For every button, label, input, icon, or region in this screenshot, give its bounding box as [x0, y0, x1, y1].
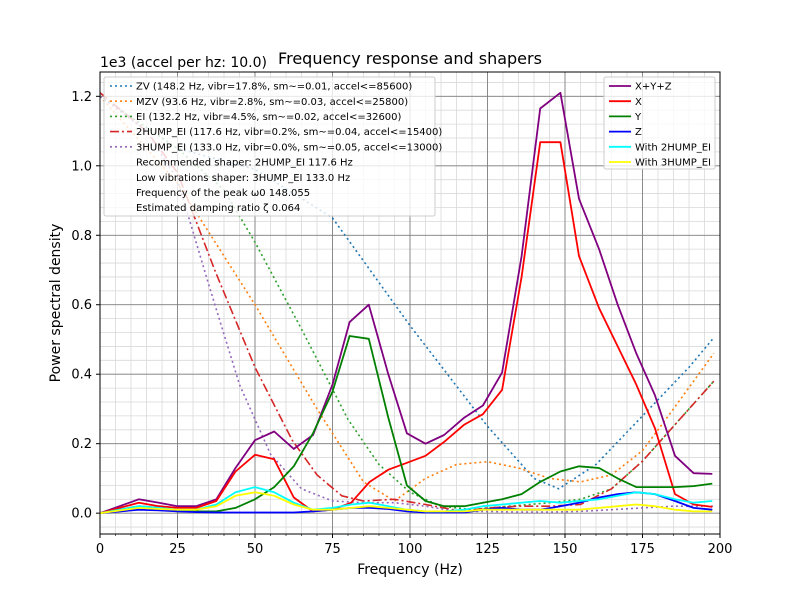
psd-curves — [99, 91, 713, 515]
series-line-3 — [99, 491, 713, 515]
x-tick-label: 100 — [398, 542, 423, 557]
x-tick-label: 0 — [96, 542, 104, 557]
series-line-1 — [99, 141, 713, 515]
x-tick-label: 200 — [708, 542, 733, 557]
shaper-legend-label: EI (132.2 Hz, vibr=4.5%, sm~=0.02, accel… — [136, 112, 402, 123]
series-line-5 — [99, 491, 713, 515]
shaper-legend-label: ZV (148.2 Hz, vibr=17.8%, sm~=0.01, acce… — [136, 82, 412, 93]
shaper-note: Low vibrations shaper: 3HUMP_EI 133.0 Hz — [136, 173, 350, 184]
shaper-legend-items: ZV (148.2 Hz, vibr=17.8%, sm~=0.01, acce… — [110, 82, 442, 214]
psd-legend: X+Y+Z XYZ With 2HUMP_EI With 3HUMP_EI — [603, 76, 716, 170]
y-tick-label: 0.2 — [71, 437, 92, 452]
x-tick-label: 50 — [247, 542, 264, 557]
psd-legend-label: With 2HUMP_EI — [635, 142, 711, 153]
x-tick-label: 75 — [324, 542, 341, 557]
y-tick-label: 1.0 — [71, 159, 92, 174]
psd-legend-label: Y — [634, 112, 642, 123]
x-tick-label: 125 — [475, 542, 500, 557]
series-line-3 — [99, 92, 715, 513]
shaper-note: Recommended shaper: 2HUMP_EI 117.6 Hz — [136, 158, 353, 169]
y-tick-label: 1.2 — [71, 90, 92, 105]
shaper-note: Frequency of the peak ω0 148.055 — [136, 188, 310, 199]
x-axis-label: Frequency (Hz) — [357, 562, 463, 578]
shaper-legend-label: 3HUMP_EI (133.0 Hz, vibr=0.0%, sm~=0.05,… — [136, 142, 442, 153]
series-line-0 — [99, 91, 713, 515]
y-tick-label: 0.8 — [71, 229, 92, 244]
chart-title: Frequency response and shapers — [278, 49, 542, 68]
series-line-2 — [99, 335, 713, 515]
axis-ticks: 0 25 50 75 100 125 150 175 200 0.0 0.2 0.4 0.6 0.8 1.0… — [71, 90, 732, 557]
y-tick-label: 0.6 — [71, 298, 92, 313]
y-tick-label: 0.0 — [71, 507, 92, 522]
y-offset-label: 1e3 (accel per hz: 10.0) — [100, 55, 267, 71]
shaper-note: Estimated damping ratio ζ 0.064 — [136, 203, 300, 214]
psd-legend-label: Z — [635, 127, 642, 138]
y-axis-label: Power spectral density — [48, 224, 64, 383]
psd-legend-label: X — [635, 97, 642, 108]
x-tick-label: 150 — [553, 542, 578, 557]
series-line-4 — [99, 95, 714, 513]
x-tick-label: 25 — [169, 542, 186, 557]
shaper-legend-label: 2HUMP_EI (117.6 Hz, vibr=0.2%, sm~=0.04,… — [136, 127, 442, 138]
shaper-legend-label: MZV (93.6 Hz, vibr=2.8%, sm~=0.03, accel… — [136, 97, 408, 108]
shaper-legend: ZV (148.2 Hz, vibr=17.8%, sm~=0.01, acce… — [103, 76, 442, 217]
shaper-legend-box — [103, 76, 436, 217]
psd-legend-items: X+Y+Z XYZ With 2HUMP_EI With 3HUMP_EI — [609, 82, 711, 169]
series-line-1 — [99, 95, 715, 502]
psd-legend-label: With 3HUMP_EI — [635, 158, 711, 169]
y-tick-label: 0.4 — [71, 368, 92, 383]
psd-legend-box — [603, 76, 716, 170]
x-tick-label: 175 — [630, 542, 655, 557]
psd-legend-label: X+Y+Z — [635, 82, 672, 93]
